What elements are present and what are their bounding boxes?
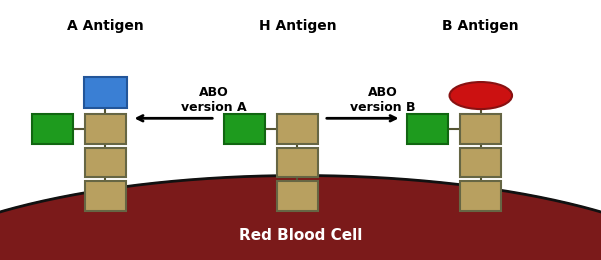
- Text: ABO
version A: ABO version A: [180, 86, 246, 114]
- Text: A Antigen: A Antigen: [67, 19, 144, 33]
- Bar: [85, 148, 126, 178]
- Text: Red Blood Cell: Red Blood Cell: [239, 228, 362, 243]
- Text: H Antigen: H Antigen: [258, 19, 337, 33]
- Bar: [460, 148, 501, 178]
- Bar: [32, 114, 73, 144]
- Bar: [460, 114, 501, 144]
- Bar: [277, 114, 318, 144]
- Bar: [407, 114, 448, 144]
- Text: B Antigen: B Antigen: [442, 19, 519, 33]
- Bar: [85, 181, 126, 211]
- Bar: [224, 114, 265, 144]
- Bar: [85, 114, 126, 144]
- Bar: [277, 148, 318, 178]
- Bar: [460, 181, 501, 211]
- Text: ABO
version B: ABO version B: [350, 86, 416, 114]
- Circle shape: [450, 82, 512, 109]
- Bar: [84, 77, 127, 108]
- Bar: [277, 181, 318, 211]
